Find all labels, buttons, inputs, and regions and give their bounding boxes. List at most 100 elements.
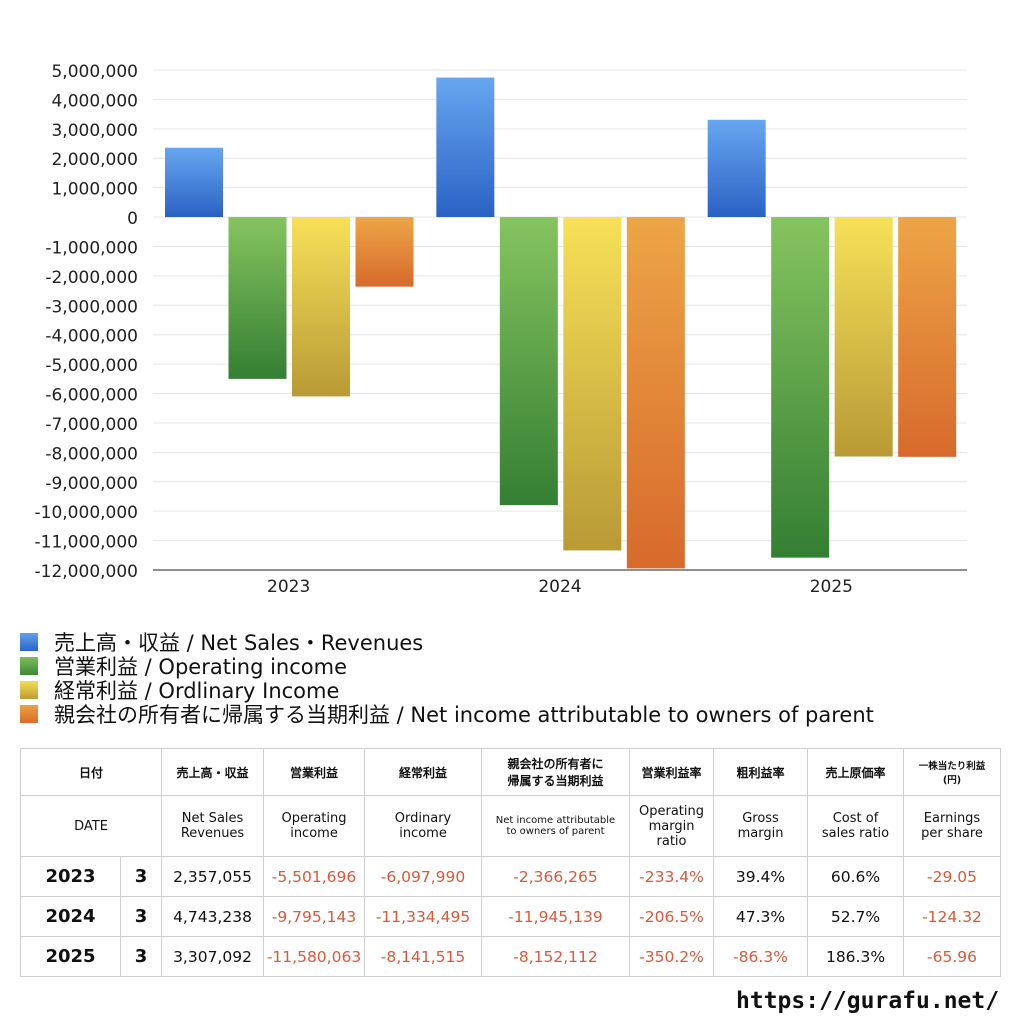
legend-swatch — [20, 633, 38, 651]
bar-chart: 5,000,000 4,000,000 3,000,000 2,000,000 1,00… — [35, 62, 967, 597]
header-gross-margin-en: Gross margin — [713, 795, 809, 857]
table-row: 2025 3 3,307,092 -11,580,063 -8,141,515 … — [20, 936, 1002, 977]
x-tick-label: 2025 — [810, 577, 853, 597]
y-tick-label: -12,000,000 — [35, 562, 138, 582]
y-tick-label: -4,000,000 — [45, 327, 138, 347]
legend-label: 営業利益 / Operating income — [54, 655, 348, 679]
cell-cost-ratio: 60.6% — [807, 856, 905, 897]
header-operating-en-line2: income — [290, 826, 338, 841]
bar — [898, 217, 957, 457]
header-date-jp: 日付 — [19, 748, 163, 796]
header-net-jp-line1: 親会社の所有者に — [507, 757, 604, 771]
cell-ordinary: -8,141,515 — [364, 936, 483, 977]
cell-eps: -124.32 — [903, 896, 1002, 937]
header-net-en-line1: Net income attributable — [495, 815, 616, 826]
header-op-margin-jp: 営業利益率 — [629, 748, 715, 796]
header-ordinary-en-line1: Ordinary — [394, 811, 452, 826]
legend-swatch — [20, 681, 38, 699]
table-header-row-en: DATE Net Sales Revenues Operating income O… — [19, 795, 1002, 857]
y-tick-label: -5,000,000 — [45, 356, 138, 376]
header-ordinary-en-line2: income — [399, 826, 447, 841]
header-op-margin-en-line2: margin — [648, 818, 695, 834]
legend-label: 親会社の所有者に帰属する当期利益 / Net income attributab… — [54, 703, 874, 727]
cell-cost-ratio: 186.3% — [807, 936, 905, 977]
legend-label: 経常利益 / Ordlinary Income — [54, 679, 340, 703]
table-row: 2023 3 2,357,055 -5,501,696 -6,097,990 -… — [20, 856, 1002, 897]
bar — [563, 217, 622, 551]
cell-year: 2024 — [20, 896, 121, 937]
cell-sales: 3,307,092 — [161, 936, 265, 977]
bar — [228, 217, 287, 379]
bar — [626, 217, 685, 569]
header-op-margin-en: Operating margin ratio — [629, 795, 715, 857]
header-net-jp-line2: 帰属する当期利益 — [507, 774, 604, 788]
header-op-margin-en-line3: ratio — [656, 833, 687, 849]
legend-item-ordinary-income: 経常利益 / Ordlinary Income — [20, 678, 874, 703]
header-cost-ratio-en: Cost of sales ratio — [807, 795, 905, 857]
bar — [436, 77, 495, 218]
bar — [834, 217, 893, 457]
header-eps-en-line1: Earnings — [923, 811, 981, 826]
cell-operating: -5,501,696 — [263, 856, 366, 897]
y-tick-label: 0 — [127, 209, 138, 229]
header-ordinary-en: Ordinary income — [364, 795, 483, 857]
y-tick-label: 4,000,000 — [51, 91, 138, 111]
y-tick-label: 1,000,000 — [51, 180, 138, 200]
cell-year: 2025 — [20, 936, 121, 977]
cell-gross-margin: 47.3% — [713, 896, 809, 937]
header-eps-jp: 一株当たり利益 (円) — [903, 748, 1002, 796]
cell-net: -8,152,112 — [481, 936, 631, 977]
header-gross-en-line2: margin — [737, 826, 784, 841]
header-net-en: Net income attributable to owners of pare… — [481, 795, 631, 857]
table-row: 2024 3 4,743,238 -9,795,143 -11,334,495 … — [20, 896, 1002, 937]
header-net-jp: 親会社の所有者に 帰属する当期利益 — [481, 748, 631, 796]
y-tick-label: -10,000,000 — [35, 503, 138, 523]
header-cost-ratio-jp: 売上原価率 — [807, 748, 905, 796]
legend-swatch — [20, 657, 38, 675]
y-tick-label: 5,000,000 — [51, 62, 138, 82]
y-tick-label: 2,000,000 — [51, 150, 138, 170]
bar — [292, 217, 350, 397]
cell-net: -2,366,265 — [481, 856, 631, 897]
x-tick-label: 2024 — [538, 577, 581, 597]
cell-gross-margin: 39.4% — [713, 856, 809, 897]
y-tick-label: 3,000,000 — [51, 121, 138, 141]
header-cost-en-line2: sales ratio — [821, 826, 890, 841]
header-cost-en-line1: Cost of — [832, 811, 879, 826]
y-tick-label: -8,000,000 — [45, 444, 138, 464]
table-header-row-jp: 日付 売上高・収益 営業利益 経常利益 親会社の所有者に 帰属する当期利益 営業利… — [19, 748, 1002, 796]
header-operating-jp: 営業利益 — [263, 748, 366, 796]
cell-month: 3 — [119, 856, 163, 897]
header-eps-en-line2: per share — [921, 826, 983, 841]
cell-op-margin: -206.5% — [629, 896, 715, 937]
cell-sales: 2,357,055 — [161, 856, 265, 897]
header-date-en: DATE — [19, 795, 163, 857]
legend-label: 売上高・収益 / Net Sales・Revenues — [54, 631, 424, 655]
chart-legend: 売上高・収益 / Net Sales・Revenues 営業利益 / Opera… — [20, 630, 874, 727]
header-eps-jp-line1: 一株当たり利益 — [918, 761, 986, 772]
cell-month: 3 — [119, 936, 163, 977]
bar — [355, 217, 414, 287]
x-tick-label: 2023 — [267, 577, 310, 597]
cell-ordinary: -11,334,495 — [364, 896, 483, 937]
source-url[interactable]: https://gurafu.net/ — [736, 988, 1000, 1014]
cell-operating: -9,795,143 — [263, 896, 366, 937]
cell-year: 2023 — [20, 856, 121, 897]
cell-eps: -65.96 — [903, 936, 1002, 977]
header-gross-margin-jp: 粗利益率 — [713, 748, 809, 796]
cell-ordinary: -6,097,990 — [364, 856, 483, 897]
y-tick-label: -2,000,000 — [45, 268, 138, 288]
cell-op-margin: -350.2% — [629, 936, 715, 977]
y-tick-label: -9,000,000 — [45, 474, 138, 494]
y-tick-label: -3,000,000 — [45, 297, 138, 317]
header-sales-en: Net Sales Revenues — [161, 795, 265, 857]
header-sales-en-line2: Revenues — [180, 826, 245, 841]
header-sales-en-line1: Net Sales — [181, 811, 244, 826]
y-tick-label: -7,000,000 — [45, 415, 138, 435]
cell-gross-margin: -86.3% — [713, 936, 809, 977]
legend-swatch — [20, 705, 38, 723]
header-net-en-line2: to owners of parent — [506, 826, 605, 837]
bar — [165, 147, 223, 218]
bar — [707, 119, 766, 218]
cell-sales: 4,743,238 — [161, 896, 265, 937]
